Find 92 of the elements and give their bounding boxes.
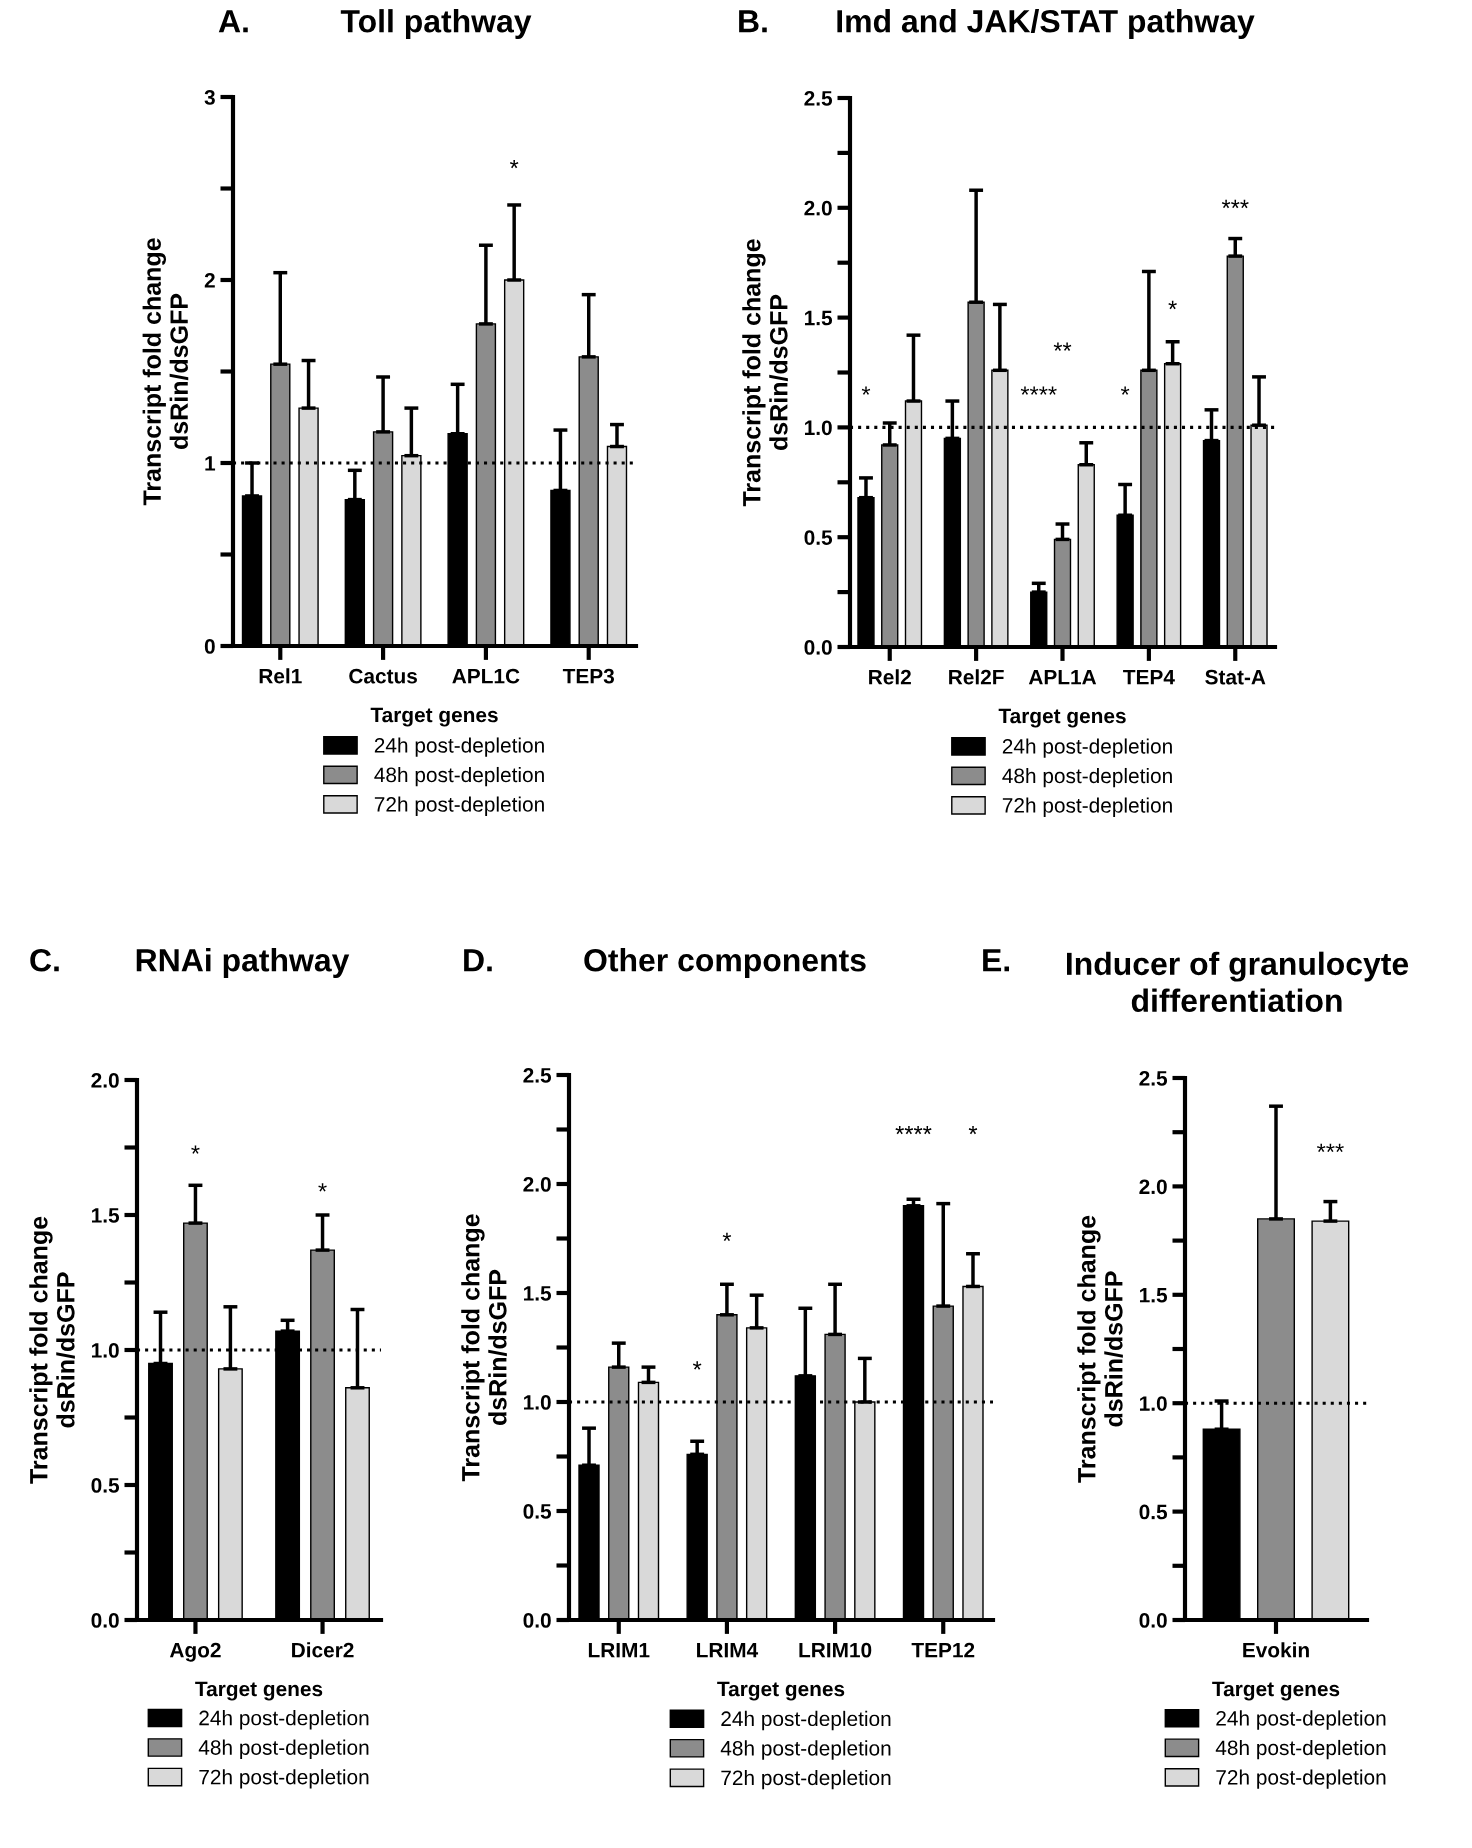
y-axis-title: Transcript fold change dsRin/dsGFP	[142, 238, 189, 506]
chart-title: RNAi pathway	[136, 948, 350, 978]
y-tick-label: 0.0	[804, 640, 832, 655]
legend-label: 72h post-depletion	[1002, 797, 1172, 817]
x-tick-label: LRIM10	[799, 1642, 872, 1658]
legend-label: 24h post-depletion	[1002, 738, 1172, 758]
y-axis-title: Transcript fold change dsRin/dsGFP	[29, 1216, 75, 1484]
text: B.	[739, 10, 767, 33]
y-tick-label: 0.5	[1139, 1504, 1168, 1520]
y-tick-label: 0.0	[523, 1613, 551, 1628]
legend-label: 72h post-depletion	[721, 1769, 891, 1790]
y-tick-label: 1	[205, 456, 216, 471]
y-tick-label: 2	[204, 273, 215, 288]
legend-label: 72h post-depletion	[199, 1769, 369, 1789]
legend-label: 72h post-depletion	[374, 796, 544, 816]
y-tick-label: 1.0	[804, 420, 832, 436]
x-tick-label: Ago2	[169, 1642, 221, 1662]
text: D.	[464, 949, 492, 972]
y-tick-label: 0.0	[91, 1613, 119, 1628]
x-axis-title: Target genes	[195, 1681, 323, 1701]
legend-label: 24h post-depletion	[199, 1710, 369, 1730]
y-tick-label: 2.0	[91, 1073, 119, 1088]
annotation: *	[318, 1183, 327, 1192]
y-tick-label: 2.5	[804, 91, 833, 106]
x-tick-label: Cactus	[349, 668, 417, 684]
x-tick-label: APL1A	[1028, 669, 1097, 685]
legend-label: 48h post-depletion	[198, 1739, 369, 1760]
x-tick-label: Stat-A	[1205, 669, 1266, 685]
x-axis-title: Target genes	[370, 707, 498, 727]
y-tick-label: 2.5	[523, 1068, 552, 1083]
x-tick-label: Dicer2	[292, 1642, 354, 1658]
x-tick-label: LRIM1	[588, 1642, 650, 1658]
y-tick-label: 1.5	[804, 310, 833, 326]
x-tick-label: TEP3	[562, 668, 615, 684]
x-tick-label: LRIM4	[697, 1642, 759, 1658]
x-axis-title: Target genes	[1212, 1681, 1340, 1701]
text: A.	[218, 10, 248, 33]
y-tick-label: 1.0	[1139, 1396, 1167, 1411]
annotation: *	[191, 1145, 200, 1154]
y-tick-label: 1.5	[91, 1208, 120, 1223]
y-tick-label: 2.0	[804, 200, 832, 216]
annotation: ***	[1317, 1143, 1344, 1153]
y-tick-label: 1.0	[523, 1395, 551, 1410]
y-tick-label: 0	[204, 639, 215, 654]
legend-label: 24h post-depletion	[721, 1710, 891, 1731]
chart-title: Inducer of granulocyte differentiation	[1066, 951, 1409, 1013]
annotation: *	[1120, 386, 1130, 395]
y-tick-label: 2.0	[1139, 1179, 1167, 1195]
annotation: *	[861, 386, 871, 395]
x-tick-label: TEP4	[1123, 669, 1175, 685]
annotation: *	[1168, 300, 1177, 310]
x-tick-label: Rel2	[869, 669, 911, 685]
x-tick-label: TEP12	[911, 1642, 975, 1658]
chart-title: Other components	[584, 948, 866, 978]
y-tick-label: 0.5	[91, 1478, 120, 1493]
y-tick-label: 2.0	[523, 1177, 551, 1192]
y-axis-title: Transcript fold change dsRin/dsGFP	[1077, 1215, 1123, 1483]
x-axis-title: Target genes	[998, 708, 1126, 728]
x-tick-label: Rel1	[259, 668, 302, 684]
annotation: ***	[1221, 199, 1249, 209]
text: C.	[30, 948, 59, 972]
chart-title: Imd and JAK/STAT pathway	[837, 9, 1255, 39]
y-tick-label: 0.0	[1139, 1613, 1167, 1628]
chart-title: Toll pathway	[340, 9, 532, 39]
y-tick-label: 1.0	[91, 1343, 119, 1358]
annotation: ****	[1020, 386, 1057, 395]
y-tick-label: 0.5	[523, 1504, 552, 1519]
legend-label: 48h post-depletion	[1215, 1739, 1386, 1760]
y-tick-label: 1.5	[1139, 1288, 1168, 1303]
y-tick-label: 2.5	[1139, 1071, 1168, 1086]
y-axis-title: Transcript fold change dsRin/dsGFP	[742, 239, 788, 507]
x-tick-label: APL1C	[452, 668, 520, 684]
x-tick-label: Evokin	[1243, 1642, 1309, 1658]
y-tick-label: 0.5	[804, 530, 833, 545]
legend-label: 24h post-depletion	[1216, 1710, 1386, 1730]
annotation: **	[1053, 342, 1072, 351]
text: E.	[983, 949, 1009, 972]
legend-label: 48h post-depletion	[720, 1740, 891, 1760]
legend-label: 24h post-depletion	[374, 737, 544, 757]
legend-label: 48h post-depletion	[1002, 767, 1172, 788]
annotation: *	[968, 1125, 978, 1135]
legend-label: 72h post-depletion	[1216, 1769, 1386, 1789]
annotation: *	[509, 159, 519, 169]
x-tick-label: Rel2F	[949, 669, 1004, 685]
annotation: ****	[895, 1125, 932, 1135]
x-axis-title: Target genes	[717, 1681, 845, 1701]
annotation: *	[722, 1232, 732, 1242]
y-tick-label: 3	[204, 90, 215, 105]
legend-label: 48h post-depletion	[374, 766, 544, 787]
y-axis-title: Transcript fold change dsRin/dsGFP	[461, 1214, 507, 1482]
y-tick-label: 1.5	[523, 1286, 552, 1301]
annotation: *	[692, 1361, 702, 1370]
